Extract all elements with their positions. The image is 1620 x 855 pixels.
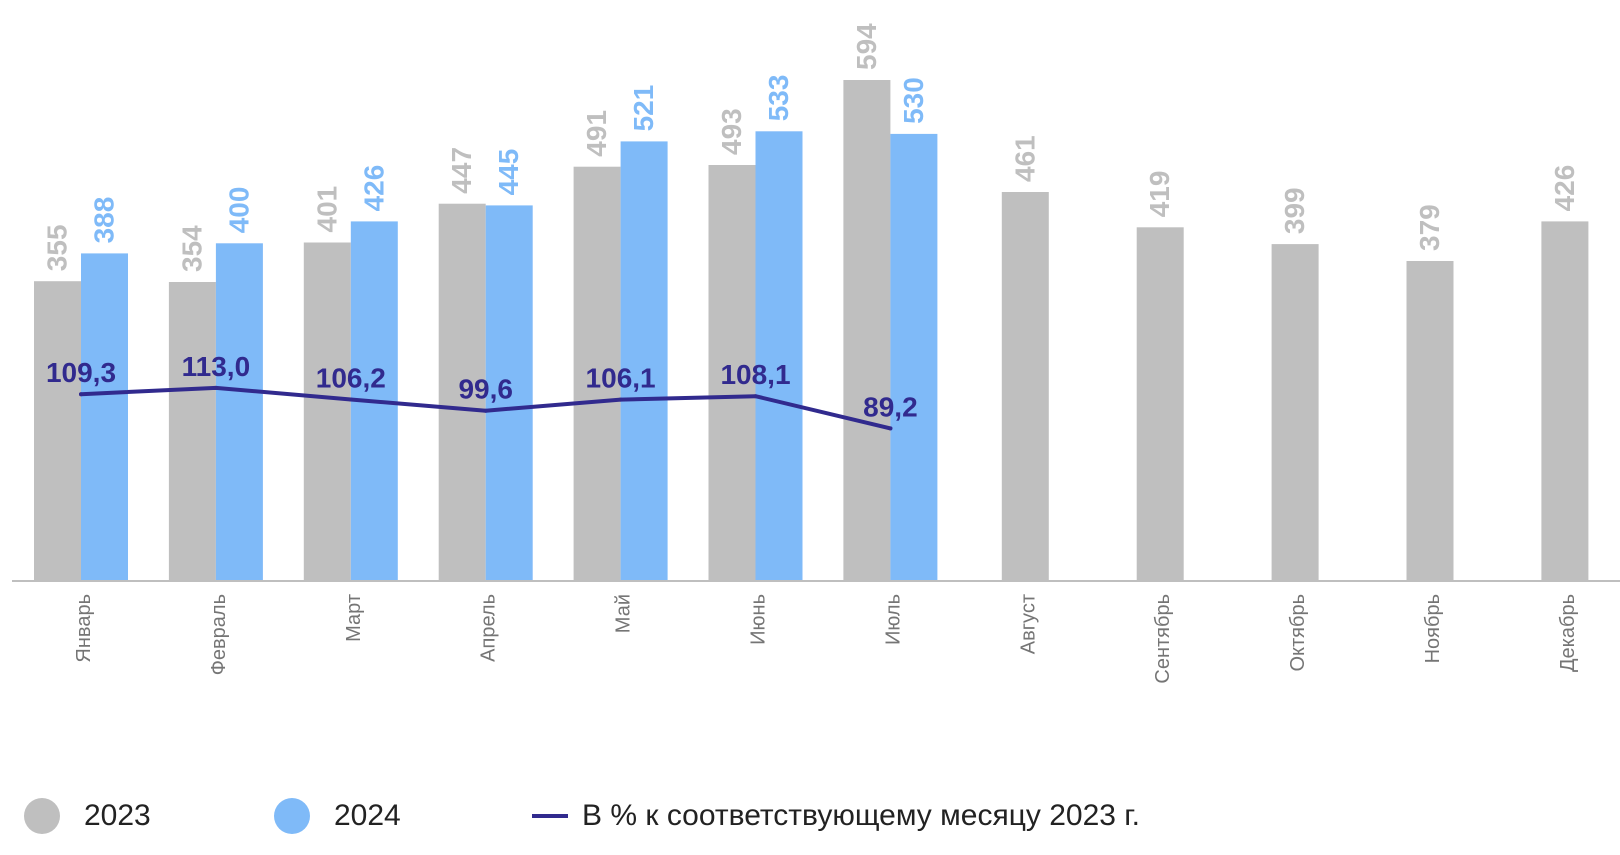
bar-value-label-2024: 521 (628, 85, 659, 132)
series-percent-line (79, 385, 893, 431)
bar-2024 (890, 133, 938, 580)
percent-value-label: 89,2 (863, 391, 918, 422)
bar-2023 (1541, 221, 1589, 580)
x-axis-category-label: Январь (73, 594, 95, 663)
bar-2023 (303, 242, 351, 580)
bar-2023 (168, 282, 216, 580)
x-axis-category-label: Ноябрь (1422, 594, 1444, 663)
bar-value-label-2024: 445 (493, 149, 524, 196)
series-2024-value-labels: 388 400 426 445 521 533 530 (89, 75, 929, 244)
legend-swatch-2024 (274, 798, 310, 834)
bar-value-label-2023: 594 (851, 23, 882, 70)
x-axis-category-label: Сентябрь (1152, 594, 1174, 684)
bar-value-label-2023: 379 (1414, 204, 1445, 251)
bar-2023 (843, 80, 891, 580)
bar-value-label-2024: 426 (358, 165, 389, 212)
bar-value-label-2023: 491 (581, 110, 612, 157)
series-2024-bars (81, 131, 938, 581)
bar-2024 (485, 205, 533, 580)
x-axis-category-label: Апрель (478, 594, 500, 662)
legend-item-2023: 2023 (24, 796, 151, 836)
percent-line-point (888, 426, 893, 431)
bar-2024 (755, 131, 803, 581)
series-2023-value-labels: 355 354 401 447 491 493 594 461 419 399 379 426 (42, 23, 1580, 272)
bar-2023 (1406, 261, 1454, 580)
percent-value-label: 106,1 (586, 363, 656, 394)
percent-line-point (348, 397, 353, 402)
x-axis-category-label: Май (613, 594, 635, 633)
percent-value-label: 106,2 (316, 363, 386, 394)
bar-2023 (1001, 192, 1049, 580)
bar-value-label-2023: 355 (42, 224, 73, 271)
x-axis-category-label: Июнь (748, 594, 770, 645)
legend-item-2024: 2024 (274, 796, 401, 836)
x-axis-category-label: Декабрь (1557, 594, 1579, 672)
bar-value-label-2024: 530 (898, 77, 929, 124)
legend-label-percent: В % к соответствующему месяцу 2023 г. (582, 799, 1140, 832)
bar-value-label-2024: 400 (223, 187, 254, 234)
x-axis-category-label: Август (1017, 594, 1039, 654)
x-axis-category-label: Октябрь (1287, 594, 1309, 672)
x-axis-category-label: Июль (882, 594, 904, 645)
percent-value-label: 108,1 (720, 359, 790, 390)
legend-label-2024: 2024 (334, 799, 401, 832)
percent-value-label: 99,6 (458, 374, 513, 405)
bar-value-label-2023: 354 (176, 225, 207, 272)
percent-line-point (213, 385, 218, 390)
bar-value-label-2023: 447 (446, 147, 477, 194)
bar-value-label-2023: 461 (1009, 135, 1040, 182)
legend-label-2023: 2023 (84, 799, 151, 832)
bar-2024 (81, 253, 128, 580)
bar-2023 (1136, 227, 1184, 581)
bar-2024 (215, 243, 263, 581)
x-axis-category-labels: Январь Февраль Март Апрель Май Июнь Июль Август… (73, 594, 1579, 684)
percent-line-point (618, 397, 623, 402)
legend-item-percent: В % к соответствующему месяцу 2023 г. (532, 796, 1140, 836)
series-2023-bars (34, 80, 1589, 581)
bar-2023 (1271, 244, 1319, 580)
bar-2023 (573, 166, 621, 580)
bar-value-label-2023: 419 (1144, 171, 1175, 218)
legend-swatch-percent (532, 814, 568, 818)
legend: 2023 2024 В % к соответствующему месяцу … (0, 796, 1620, 846)
bar-value-label-2024: 533 (763, 75, 794, 122)
bar-2023 (708, 165, 756, 580)
series-percent-value-labels: 109,3 113,0 106,2 99,6 106,1 108,1 89,2 (46, 351, 918, 423)
bar-value-label-2024: 388 (89, 197, 120, 244)
percent-value-label: 109,3 (46, 357, 116, 388)
bar-value-label-2023: 401 (311, 186, 342, 233)
percent-line-point (753, 394, 758, 399)
legend-swatch-2023 (24, 798, 60, 834)
bar-value-label-2023: 399 (1279, 187, 1310, 234)
x-axis-category-label: Март (343, 594, 365, 642)
percent-line-point (483, 408, 488, 413)
bar-value-label-2023: 493 (716, 108, 747, 155)
bar-2024 (620, 141, 668, 580)
percent-line-point (79, 392, 83, 397)
bar-2023 (34, 281, 81, 580)
bar-2023 (438, 203, 486, 580)
bar-value-label-2023: 426 (1549, 165, 1580, 212)
x-axis-category-label: Февраль (208, 594, 230, 675)
percent-value-label: 113,0 (182, 351, 251, 382)
